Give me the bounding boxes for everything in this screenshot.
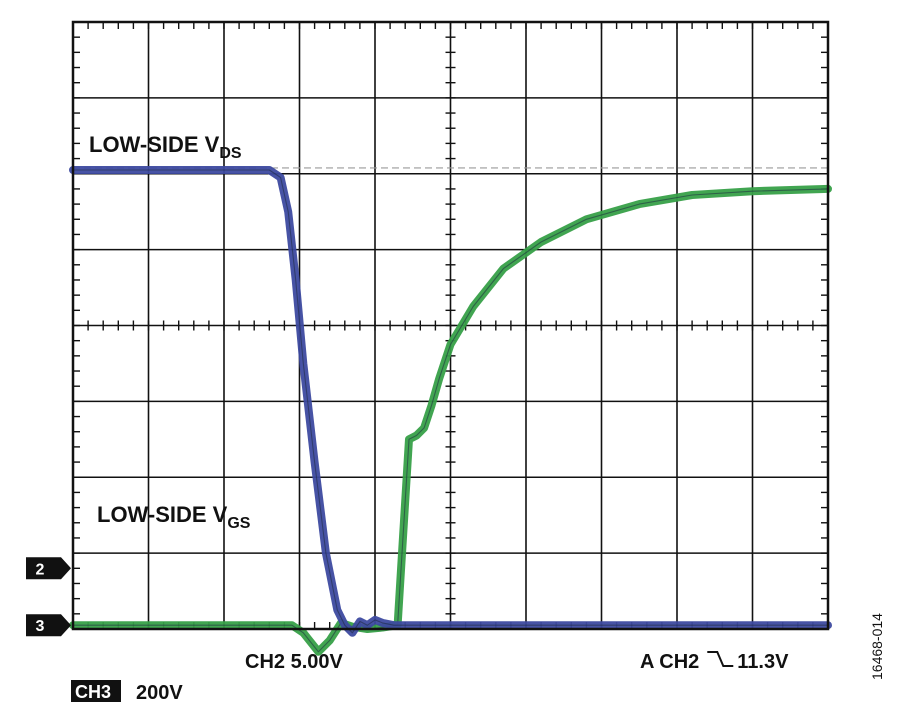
channel-2-marker — [26, 557, 71, 580]
channel-2-marker-label: 2 — [36, 561, 45, 578]
ch3-tag-box — [71, 680, 121, 702]
vds-label-main: LOW-SIDE V — [89, 132, 220, 157]
plot-frame — [71, 20, 830, 631]
ch2-scale-readout: CH2 5.00V — [245, 651, 343, 673]
trigger-readout: A CH2 — [640, 651, 699, 673]
channel-3-marker-label: 3 — [36, 618, 45, 635]
vds-series-label: LOW-SIDE VDS — [89, 132, 242, 162]
falling-edge-trigger-icon — [707, 651, 734, 667]
vds-trace-core — [73, 169, 828, 634]
vgs-series-label: LOW-SIDE VGS — [97, 502, 251, 532]
channel-markers: 23 — [26, 557, 71, 637]
graticule-grid — [72, 21, 829, 630]
channel-3-marker — [26, 614, 71, 637]
trace-layer — [69, 166, 832, 656]
vgs-trace-core — [73, 188, 829, 653]
vds-label-sub: DS — [219, 145, 242, 162]
trigger-level-readout: 11.3V — [737, 651, 789, 673]
vgs-label-main: LOW-SIDE V — [97, 502, 228, 527]
ch3-tag-text: CH3 — [75, 682, 111, 702]
vgs-label-sub: GS — [227, 515, 250, 532]
figure-id: 16468-014 — [869, 613, 885, 680]
ch3-scale-readout: 200V — [136, 682, 183, 704]
